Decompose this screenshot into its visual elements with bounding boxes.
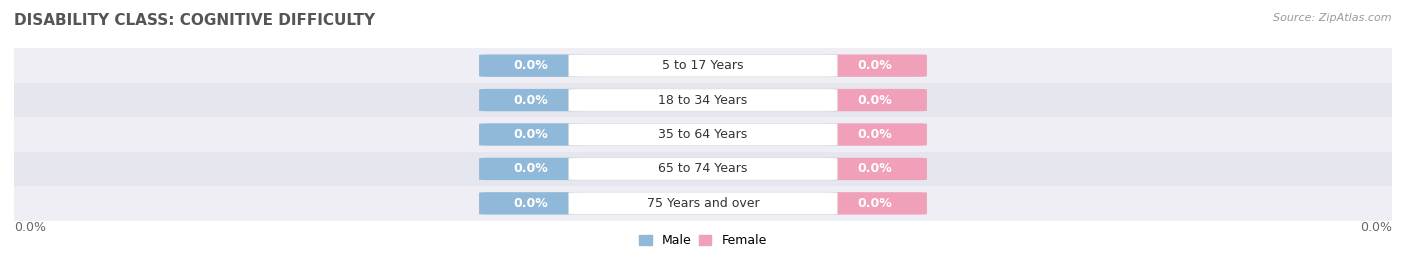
FancyBboxPatch shape [479, 123, 582, 146]
Text: DISABILITY CLASS: COGNITIVE DIFFICULTY: DISABILITY CLASS: COGNITIVE DIFFICULTY [14, 13, 375, 29]
Text: 0.0%: 0.0% [513, 94, 548, 107]
Bar [14, 152, 1392, 186]
FancyBboxPatch shape [824, 158, 927, 180]
FancyBboxPatch shape [824, 54, 927, 77]
Text: 35 to 64 Years: 35 to 64 Years [658, 128, 748, 141]
FancyBboxPatch shape [824, 192, 927, 215]
FancyBboxPatch shape [824, 89, 927, 111]
Text: 0.0%: 0.0% [858, 59, 893, 72]
FancyBboxPatch shape [824, 123, 927, 146]
Text: 0.0%: 0.0% [858, 94, 893, 107]
Text: 0.0%: 0.0% [513, 197, 548, 210]
Text: 0.0%: 0.0% [513, 162, 548, 175]
FancyBboxPatch shape [568, 158, 838, 180]
Text: 65 to 74 Years: 65 to 74 Years [658, 162, 748, 175]
Text: 0.0%: 0.0% [513, 128, 548, 141]
Text: 75 Years and over: 75 Years and over [647, 197, 759, 210]
Bar [14, 117, 1392, 152]
FancyBboxPatch shape [479, 89, 582, 111]
Text: 0.0%: 0.0% [513, 59, 548, 72]
Text: 18 to 34 Years: 18 to 34 Years [658, 94, 748, 107]
FancyBboxPatch shape [479, 54, 582, 77]
Bar [14, 186, 1392, 221]
Text: Source: ZipAtlas.com: Source: ZipAtlas.com [1274, 13, 1392, 23]
FancyBboxPatch shape [479, 192, 582, 215]
Text: 0.0%: 0.0% [14, 221, 46, 234]
FancyBboxPatch shape [568, 54, 838, 77]
FancyBboxPatch shape [568, 123, 838, 146]
Legend: Male, Female: Male, Female [634, 229, 772, 252]
Text: 0.0%: 0.0% [858, 162, 893, 175]
Text: 0.0%: 0.0% [858, 197, 893, 210]
FancyBboxPatch shape [568, 89, 838, 111]
Bar [14, 83, 1392, 117]
Bar [14, 48, 1392, 83]
FancyBboxPatch shape [479, 158, 582, 180]
Text: 0.0%: 0.0% [1360, 221, 1392, 234]
Text: 0.0%: 0.0% [858, 128, 893, 141]
FancyBboxPatch shape [568, 192, 838, 215]
Text: 5 to 17 Years: 5 to 17 Years [662, 59, 744, 72]
